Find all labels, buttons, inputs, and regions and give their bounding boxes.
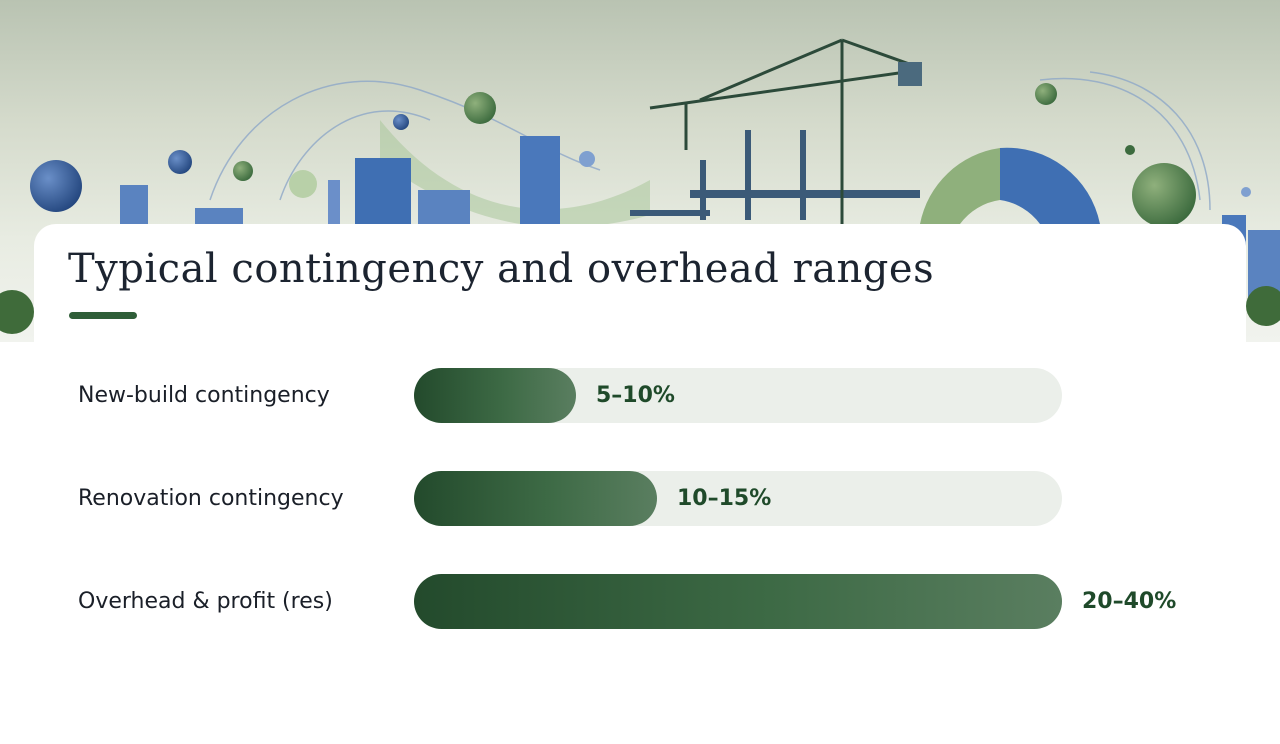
category-label: New-build contingency (78, 383, 330, 408)
bar-value-label: 10–15% (677, 486, 772, 511)
bar (414, 368, 576, 423)
bar-value-label: 5–10% (596, 383, 675, 408)
category-label: Overhead & profit (res) (78, 589, 333, 614)
slide-title: Typical contingency and overhead ranges (68, 246, 935, 292)
title-accent-line (69, 312, 137, 319)
category-label: Renovation contingency (78, 486, 344, 511)
bar (414, 471, 657, 526)
bar (414, 574, 1062, 629)
bar-value-label: 20–40% (1082, 589, 1177, 614)
range-bar-chart: New-build contingency 5–10% Renovation con… (78, 368, 1177, 629)
